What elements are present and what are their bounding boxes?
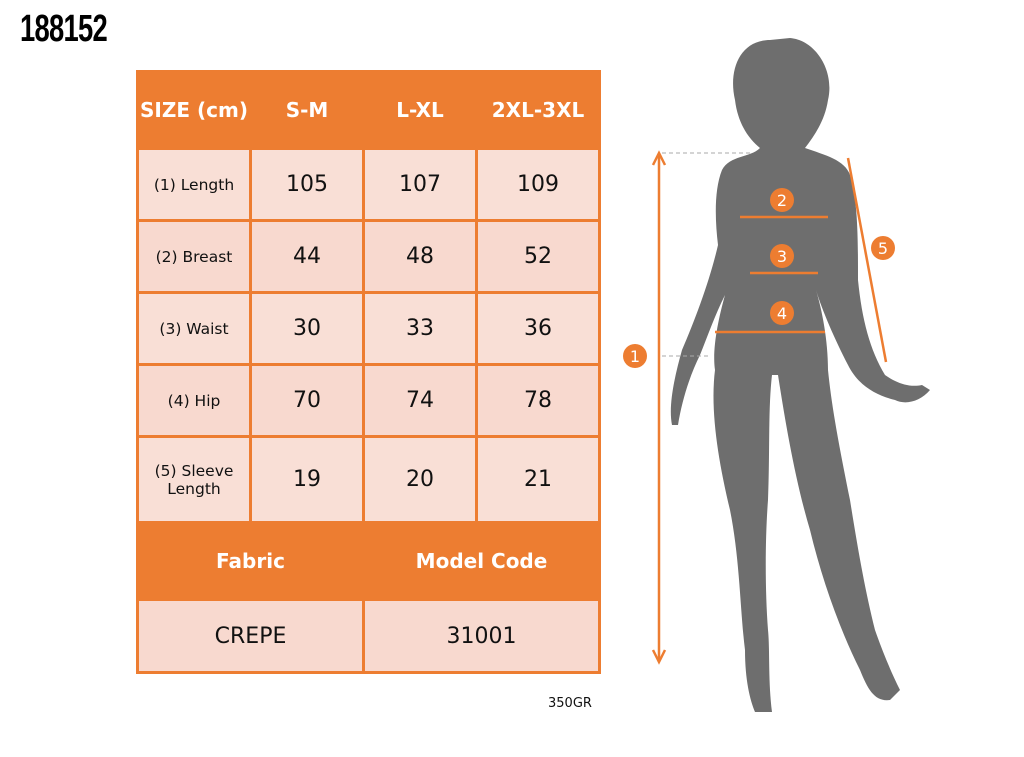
marker-2-label: 2	[777, 191, 787, 210]
header-2xl-3xl: 2XL-3XL	[475, 70, 601, 150]
size-value: 52	[475, 219, 601, 294]
table-row: (3) Waist 30 33 36	[136, 291, 601, 366]
size-value: 48	[362, 219, 478, 294]
fabric-value: CREPE	[136, 598, 365, 674]
body-measurement-figure: 1 2 3 4 5	[623, 38, 930, 712]
row-label: (4) Hip	[136, 363, 252, 438]
marker-3	[770, 244, 794, 268]
size-value: 21	[475, 435, 601, 524]
model-code-value: 31001	[362, 598, 601, 674]
silhouette	[670, 38, 930, 712]
product-code: 188152	[20, 8, 108, 50]
row-label: (3) Waist	[136, 291, 252, 366]
size-value: 109	[475, 147, 601, 222]
marker-3-label: 3	[777, 247, 787, 266]
table-row: (5) Sleeve Length 19 20 21	[136, 435, 601, 524]
footer-value-row: CREPE 31001	[136, 598, 601, 674]
row-label: (5) Sleeve Length	[136, 435, 252, 524]
marker-4-label: 4	[777, 304, 787, 323]
header-s-m: S-M	[249, 70, 365, 150]
size-value: 74	[362, 363, 478, 438]
footer-header-row: Fabric Model Code	[136, 521, 601, 601]
size-value: 30	[249, 291, 365, 366]
marker-4	[770, 301, 794, 325]
table-row: (4) Hip 70 74 78	[136, 363, 601, 438]
header-row: SIZE (cm) S-M L-XL 2XL-3XL	[136, 70, 601, 150]
size-value: 33	[362, 291, 478, 366]
measurement-lines	[651, 150, 888, 665]
size-value: 44	[249, 219, 365, 294]
size-value: 107	[362, 147, 478, 222]
size-value: 105	[249, 147, 365, 222]
weight-label: 350GR	[548, 696, 592, 711]
size-table: SIZE (cm) S-M L-XL 2XL-3XL (1) Length 105…	[136, 70, 601, 674]
table-row: (1) Length 105 107 109	[136, 147, 601, 222]
size-value: 70	[249, 363, 365, 438]
marker-1	[623, 344, 647, 368]
table-row: (2) Breast 44 48 52	[136, 219, 601, 294]
fabric-header: Fabric	[136, 521, 365, 601]
size-value: 19	[249, 435, 365, 524]
row-label: (1) Length	[136, 147, 252, 222]
size-value: 20	[362, 435, 478, 524]
model-code-header: Model Code	[362, 521, 601, 601]
row-label: (2) Breast	[136, 219, 252, 294]
marker-2	[770, 188, 794, 212]
marker-5	[871, 236, 895, 260]
header-l-xl: L-XL	[362, 70, 478, 150]
header-size: SIZE (cm)	[136, 70, 252, 150]
marker-1-label: 1	[630, 347, 640, 366]
size-value: 36	[475, 291, 601, 366]
marker-5-label: 5	[878, 239, 888, 258]
size-value: 78	[475, 363, 601, 438]
